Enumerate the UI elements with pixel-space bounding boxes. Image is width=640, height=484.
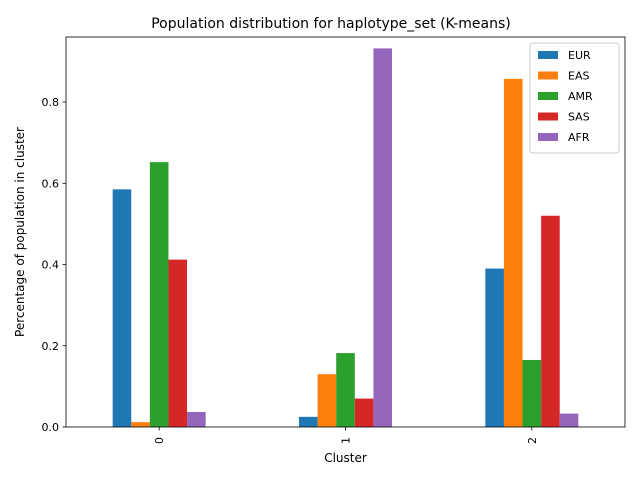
y-tick-label: 0.4 xyxy=(42,259,60,272)
y-tick-label: 0.0 xyxy=(42,421,60,434)
y-tick-label: 0.6 xyxy=(42,177,60,190)
bar-amr-cluster-0 xyxy=(149,162,169,427)
legend-label-amr: AMR xyxy=(568,90,593,103)
x-tick-label: 1 xyxy=(340,437,353,444)
bar-sas-cluster-0 xyxy=(168,259,188,427)
x-tick-label: 0 xyxy=(153,437,166,444)
bar-sas-cluster-2 xyxy=(541,215,560,427)
legend-box xyxy=(529,42,620,154)
bar-eur-cluster-2 xyxy=(485,268,504,427)
legend-swatch-eur xyxy=(538,51,558,59)
legend-swatch-eas xyxy=(538,71,558,80)
bars-group xyxy=(112,48,579,427)
y-axis-label: Percentage of population in cluster xyxy=(13,127,27,337)
y-tick-label: 0.8 xyxy=(42,96,60,109)
legend: EUR EAS AMR SAS AFR xyxy=(529,42,620,154)
bar-eas-cluster-1 xyxy=(317,374,337,427)
y-axis-ticks: 0.0 0.2 0.4 0.6 0.8 xyxy=(42,96,66,434)
bar-afr-cluster-2 xyxy=(559,413,579,427)
legend-swatch-afr xyxy=(538,133,558,141)
bar-eur-cluster-0 xyxy=(112,189,132,427)
x-axis-label: Cluster xyxy=(324,451,367,465)
legend-label-sas: SAS xyxy=(568,111,590,124)
bar-amr-cluster-1 xyxy=(336,353,355,427)
x-tick-label: 2 xyxy=(526,437,539,444)
chart-title: Population distribution for haplotype_se… xyxy=(151,16,511,32)
legend-label-eur: EUR xyxy=(568,49,591,62)
bar-eas-cluster-2 xyxy=(503,78,523,427)
legend-swatch-amr xyxy=(538,92,558,100)
bar-amr-cluster-2 xyxy=(522,359,542,427)
legend-label-afr: AFR xyxy=(568,131,590,144)
bar-sas-cluster-1 xyxy=(354,398,374,427)
legend-label-eas: EAS xyxy=(568,70,589,83)
bar-afr-cluster-0 xyxy=(187,411,206,427)
x-axis-ticks: 0 1 2 xyxy=(153,427,539,444)
y-tick-label: 0.2 xyxy=(42,340,60,353)
bar-eur-cluster-1 xyxy=(299,416,318,427)
legend-swatch-sas xyxy=(538,112,558,121)
bar-afr-cluster-1 xyxy=(373,48,392,427)
bar-eas-cluster-0 xyxy=(131,422,150,427)
